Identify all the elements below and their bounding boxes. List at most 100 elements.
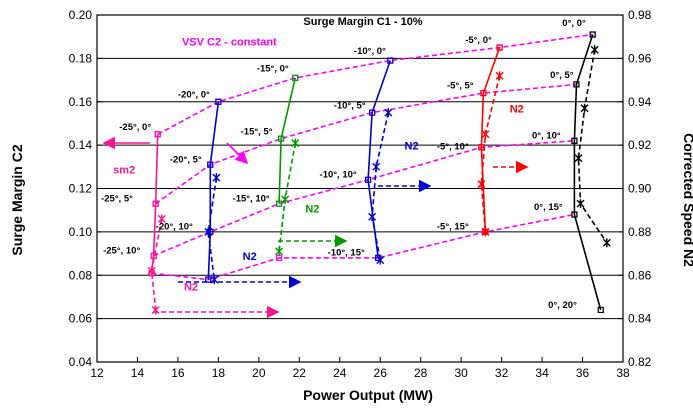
y-tick-label: 0.06 [69, 312, 93, 326]
annotation-label: N2 [305, 203, 319, 215]
annotation-label: sm2 [113, 164, 135, 176]
x-tick-label: 38 [616, 366, 630, 380]
data-point [369, 109, 376, 116]
series-line [207, 101, 220, 280]
data-point [481, 227, 490, 237]
data-point [571, 211, 578, 218]
x-tick-label: 18 [212, 366, 226, 380]
point-label: 0°, 20° [548, 300, 577, 311]
point-label: -15°, 10° [233, 194, 270, 205]
series-line [480, 47, 501, 232]
data-point [597, 306, 604, 314]
point-label: 0°, 5° [550, 70, 574, 81]
annotation-label: N2 [405, 140, 419, 152]
point-label: -15°, 0° [257, 63, 289, 74]
data-point [589, 31, 596, 38]
data-point [384, 108, 393, 118]
data-point [147, 266, 156, 276]
point-label: -20°, 10° [156, 222, 193, 233]
data-point [154, 131, 161, 138]
y-tick-label: 0.08 [69, 268, 93, 282]
data-point [496, 44, 503, 51]
annotations: VSV C2 - constant sm2 N2 N2 N2 N2 N2 [113, 36, 524, 293]
data-point [368, 212, 377, 222]
annotation-label: N2 [510, 104, 524, 116]
data-point [152, 200, 159, 207]
point-label: -15°, 5° [241, 126, 273, 137]
x-tick-label: 14 [131, 366, 145, 380]
point-label: -5°, 5° [447, 81, 474, 92]
data-point [495, 71, 504, 81]
point-label: -10°, 0° [354, 46, 386, 57]
series-line [278, 77, 297, 204]
point-label: 0°, 15° [534, 202, 563, 213]
point-label: -20°, 5° [170, 154, 202, 165]
y-tick-label: 0.12 [69, 182, 93, 196]
x-tick-label: 16 [171, 366, 185, 380]
annotation-label: N2 [243, 251, 257, 263]
data-point [212, 173, 221, 183]
y2-tick-label: 0.88 [628, 225, 652, 239]
y2-tick-label: 0.98 [628, 8, 652, 22]
point-label: -5°, 15° [437, 222, 469, 233]
y-axis-ticks: 0.04 0.06 0.08 0.10 0.12 0.14 0.16 0.18 0.20 [69, 8, 102, 369]
data-point [372, 162, 381, 172]
data-point [574, 153, 583, 163]
data-point [481, 129, 490, 139]
data-point [364, 176, 372, 183]
y2-tick-label: 0.96 [628, 51, 652, 65]
data-point [215, 98, 222, 105]
data-point [571, 137, 578, 144]
point-labels: 0°, 0° -5°, 0° -10°, 0° -15°, 0° -20°, 0° -25… [101, 18, 586, 311]
data-point [275, 246, 284, 256]
x-tick-label: 26 [374, 366, 388, 380]
chart-title: Surge Margin C1 - 10% [303, 16, 422, 28]
x-tick-label: 34 [535, 366, 549, 380]
data-point [387, 57, 394, 64]
point-label: -25°, 10° [103, 246, 140, 257]
annotation-arrow [226, 142, 249, 165]
x-tick-label: 36 [576, 366, 590, 380]
data-point [292, 74, 299, 81]
data-point [278, 135, 285, 142]
series-line [367, 60, 392, 259]
x-axis-title: Power Output (MW) [303, 387, 433, 403]
data-point [573, 81, 580, 88]
data-point [376, 255, 385, 265]
data-point [580, 103, 589, 113]
data-point [151, 305, 160, 315]
y-tick-label: 0.18 [69, 51, 93, 65]
x-tick-label: 28 [414, 366, 428, 380]
y-tick-label: 0.04 [69, 355, 93, 369]
point-label: -10°, 5° [334, 100, 366, 111]
point-label: -10°, 10° [320, 170, 357, 181]
y2-tick-label: 0.84 [628, 312, 652, 326]
data-point [281, 194, 290, 204]
data-point [602, 238, 611, 248]
x-tick-label: 20 [252, 366, 266, 380]
y2-tick-label: 0.94 [628, 95, 652, 109]
x-tick-label: 30 [454, 366, 468, 380]
gridlines [97, 57, 623, 320]
x-tick-label: 32 [495, 366, 509, 380]
series-line [151, 213, 575, 281]
series-line [153, 140, 575, 257]
data-point [291, 138, 300, 148]
series-line [577, 49, 608, 244]
data-point [590, 45, 599, 55]
y-tick-label: 0.20 [69, 8, 93, 22]
point-label: -25°, 5° [101, 194, 133, 205]
y2-tick-label: 0.86 [628, 268, 652, 282]
annotation-arrows [102, 136, 529, 319]
series-line [371, 112, 390, 261]
annotation-label: N2 [184, 281, 198, 293]
y2-tick-label: 0.82 [628, 355, 652, 369]
y2-tick-label: 0.90 [628, 182, 652, 196]
y2-tick-label: 0.92 [628, 138, 652, 152]
data-point [204, 227, 213, 237]
data-point [477, 179, 486, 189]
data-point [480, 89, 487, 97]
point-label: -25°, 0° [119, 122, 151, 133]
point-label: -5°, 0° [465, 35, 492, 46]
